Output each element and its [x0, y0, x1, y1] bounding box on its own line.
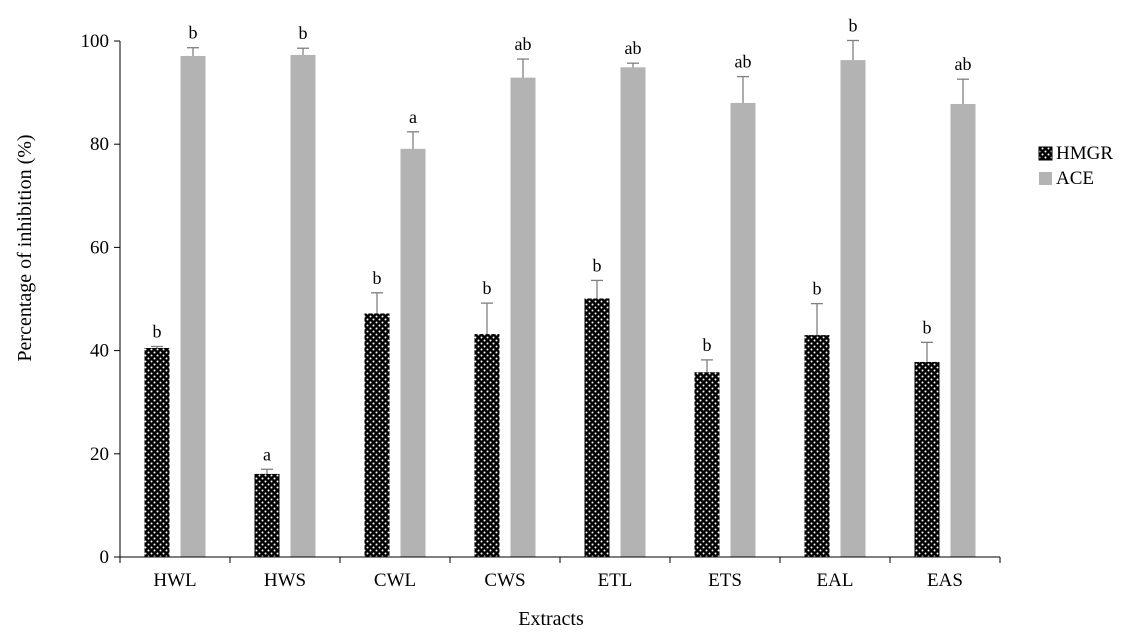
significance-label-hmgr: b [483, 278, 492, 298]
significance-label-hmgr: b [703, 335, 712, 355]
y-tick-label: 100 [81, 31, 110, 52]
bar-hmgr [914, 361, 940, 557]
y-tick-label: 80 [90, 134, 109, 155]
bar-ace [290, 54, 316, 557]
significance-label-hmgr: b [593, 255, 602, 275]
bar-ace [950, 103, 976, 558]
significance-label-hmgr: b [923, 317, 932, 337]
axes: 0 20 40 60 80 100 HWL HWS CWL CWS ETL ETS EAL EAS [81, 31, 1001, 591]
x-tick-label: CWL [374, 570, 416, 591]
significance-label-ace: a [409, 107, 417, 127]
bar-ace [400, 148, 426, 557]
bar-hmgr [364, 313, 390, 557]
significance-label-ace: ab [515, 34, 532, 54]
y-tick-label: 40 [90, 341, 109, 362]
bar-hmgr [584, 298, 610, 557]
significance-label-ace: b [299, 23, 308, 43]
legend-swatch-ace [1039, 172, 1052, 185]
bar-hmgr [254, 473, 280, 557]
significance-label-hmgr: a [263, 444, 271, 464]
bar-ace [180, 55, 206, 558]
bar-hmgr [144, 348, 170, 557]
y-tick-label: 60 [90, 237, 109, 258]
y-tick-label: 20 [90, 444, 109, 465]
significance-label-hmgr: b [813, 279, 822, 299]
legend-label-ace: ACE [1056, 168, 1094, 189]
bar-hmgr [804, 335, 830, 557]
bar-ace [620, 67, 646, 557]
x-tick-label: CWS [484, 570, 525, 591]
significance-label-ace: ab [955, 54, 972, 74]
bar-ace [840, 60, 866, 557]
x-tick-label: EAL [817, 570, 854, 591]
bar-ace [730, 102, 756, 558]
bar-hmgr [694, 372, 720, 557]
x-tick-label: EAS [927, 570, 963, 591]
legend: HMGR ACE [1038, 143, 1113, 189]
y-tick-label: 0 [100, 547, 110, 568]
significance-label-ace: ab [735, 52, 752, 72]
legend-swatch-hmgr [1038, 146, 1053, 161]
x-tick-label: HWL [153, 570, 196, 591]
significance-label-ace: ab [625, 38, 642, 58]
legend-label-hmgr: HMGR [1056, 143, 1113, 164]
y-axis-title: Percentage of inhibition (%) [14, 134, 36, 361]
significance-label-hmgr: b [373, 268, 382, 288]
x-tick-label: ETL [598, 570, 633, 591]
bar-hmgr [474, 334, 500, 557]
significance-label-ace: b [189, 23, 198, 43]
x-tick-label: ETS [708, 570, 742, 591]
significance-label-ace: b [849, 15, 858, 35]
x-axis-title: Extracts [518, 608, 584, 630]
bar-ace [510, 77, 536, 558]
significance-label-hmgr: b [153, 321, 162, 341]
x-tick-label: HWS [264, 570, 306, 591]
